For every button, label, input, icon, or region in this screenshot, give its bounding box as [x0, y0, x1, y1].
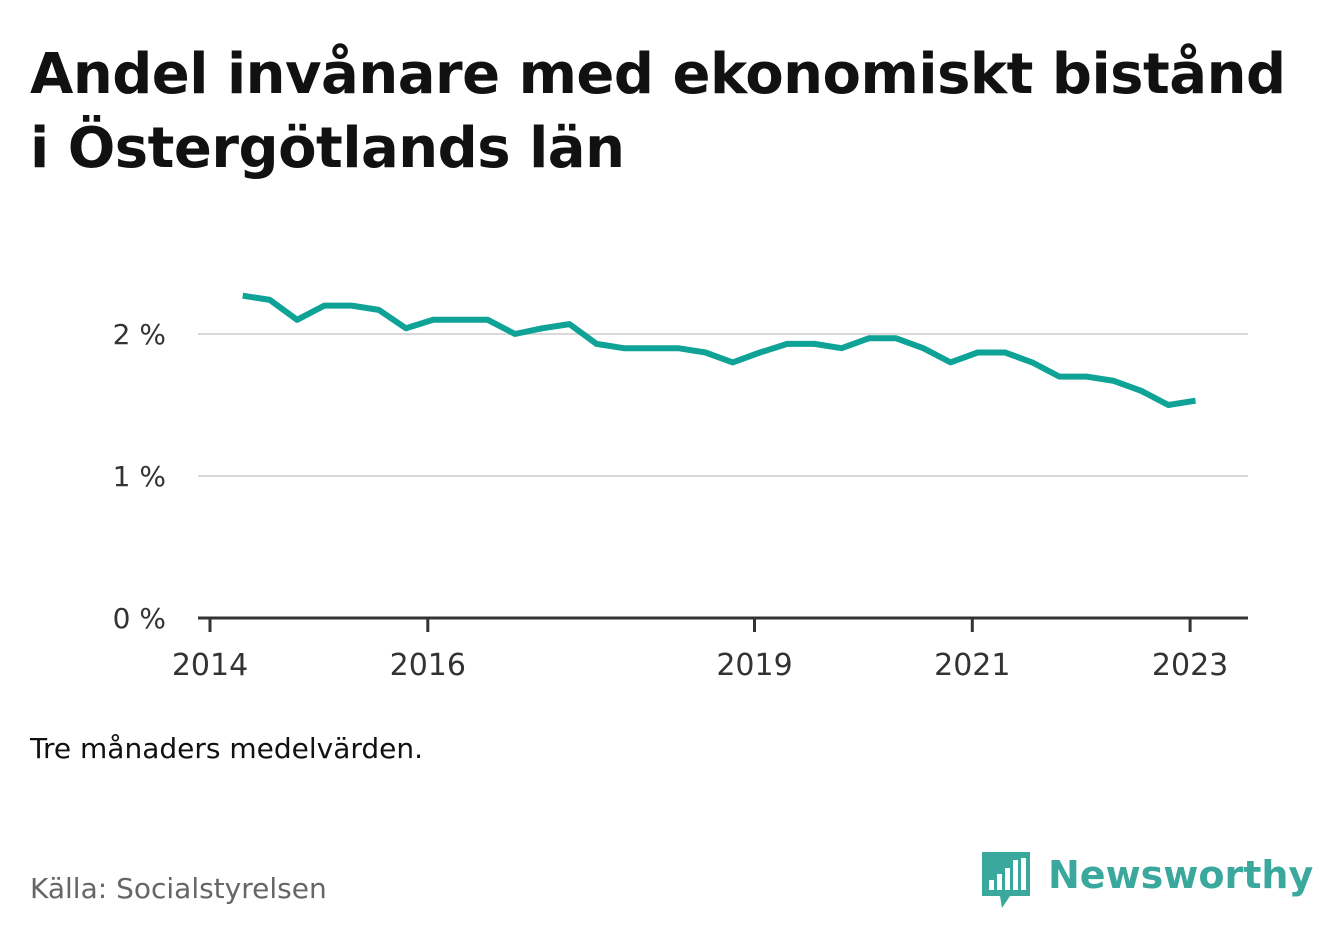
series-lines	[242, 292, 1196, 408]
source-text: Källa: Socialstyrelsen	[30, 872, 327, 905]
y-tick-label: 2 %	[113, 318, 166, 351]
bar-chart-bubble-icon	[982, 852, 1030, 908]
y-tick-label: 0 %	[113, 602, 166, 635]
x-tick-label: 2023	[1152, 648, 1228, 683]
line-chart: 0 % 1 % 2 % 2014 2016 2019 2021 2023	[113, 292, 1248, 683]
x-tick-label: 2014	[172, 648, 248, 683]
x-tick-label: 2019	[716, 648, 792, 683]
chart-note: Tre månaders medelvärden.	[30, 732, 424, 765]
y-tick-label: 1 %	[113, 460, 166, 493]
chart-title: Andel invånare med ekonomiskt bistånd i …	[30, 42, 1286, 181]
y-axis-labels: 0 % 1 % 2 %	[113, 318, 166, 635]
gridlines	[198, 333, 1248, 477]
x-tick-label: 2021	[934, 648, 1010, 683]
x-axis: 2014 2016 2019 2021 2023	[172, 616, 1248, 683]
series-line	[242, 292, 1196, 408]
brand-logo[interactable]: Newsworthy	[980, 850, 1313, 912]
brand-name: Newsworthy	[1048, 853, 1314, 897]
x-tick-label: 2016	[390, 648, 466, 683]
